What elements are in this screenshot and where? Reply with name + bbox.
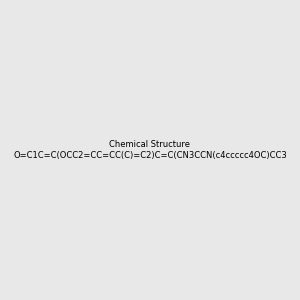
Text: Chemical Structure
O=C1C=C(OCC2=CC=CC(C)=C2)C=C(CN3CCN(c4ccccc4OC)CC3: Chemical Structure O=C1C=C(OCC2=CC=CC(C)… xyxy=(13,140,287,160)
